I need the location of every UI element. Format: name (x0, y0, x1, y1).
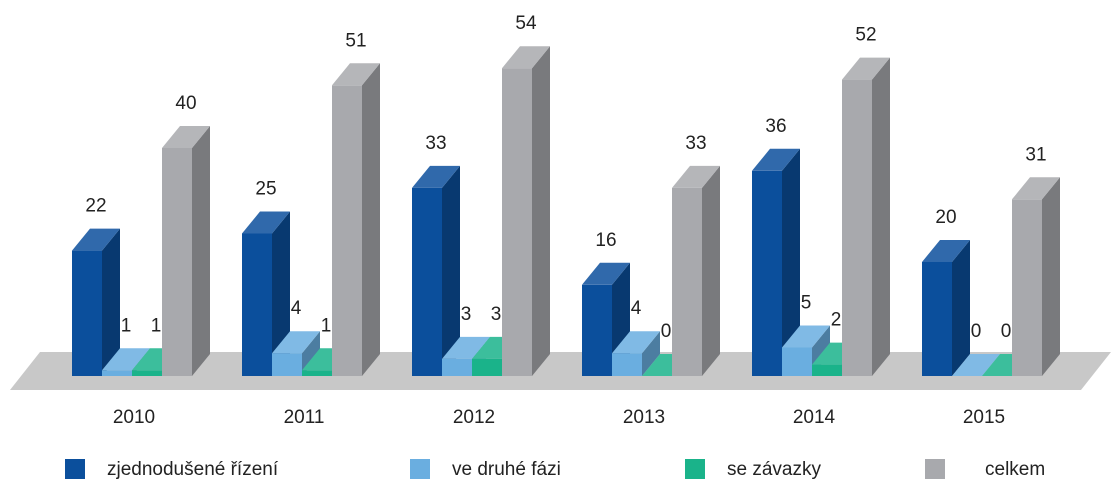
bar-top (72, 228, 120, 251)
bar (612, 353, 642, 376)
data-label: 3 (491, 304, 502, 325)
bar (582, 284, 612, 376)
bar-top (242, 211, 290, 234)
bar (472, 358, 502, 376)
bar (242, 233, 272, 376)
data-label: 3 (461, 304, 472, 325)
data-label: 4 (291, 298, 302, 319)
data-label: 4 (631, 298, 642, 319)
legend-marker (410, 459, 430, 479)
bar-side (272, 211, 290, 376)
x-tick-label: 2012 (453, 407, 495, 428)
bar (72, 250, 102, 376)
bar-top (102, 348, 150, 371)
bar-top (442, 336, 490, 359)
bar-side (702, 165, 720, 376)
data-label: 20 (935, 207, 956, 228)
bar-side (952, 240, 970, 376)
bar (102, 370, 132, 376)
data-label: 33 (425, 133, 446, 154)
legend-marker (685, 459, 705, 479)
data-label: 2 (831, 310, 842, 331)
bar (442, 358, 472, 376)
bar-top (412, 165, 460, 188)
data-label: 16 (595, 230, 616, 251)
bar (1012, 199, 1042, 376)
bar (922, 262, 952, 376)
bar-top (582, 262, 630, 285)
data-label: 40 (175, 93, 196, 114)
data-label: 5 (801, 293, 812, 314)
bar-top (272, 331, 320, 354)
data-label: 1 (121, 315, 132, 336)
x-tick-label: 2010 (113, 407, 155, 428)
bar (272, 353, 302, 376)
bar-side (782, 148, 800, 376)
bar-top (782, 325, 830, 348)
bar (332, 85, 362, 377)
bar (782, 347, 812, 376)
bar-top (952, 354, 1000, 376)
x-tick-label: 2011 (284, 407, 325, 428)
data-label: 51 (345, 30, 366, 51)
data-label: 1 (151, 315, 162, 336)
x-tick-label: 2015 (963, 407, 1005, 428)
legend-label: ve druhé fázi (452, 459, 561, 480)
bar-top (502, 46, 550, 69)
bar (412, 187, 442, 376)
data-label: 36 (765, 116, 786, 137)
data-label: 52 (855, 25, 876, 46)
bar (162, 148, 192, 376)
data-label: 0 (1001, 321, 1012, 342)
bar-side (872, 57, 890, 376)
bar-top (922, 240, 970, 262)
data-label: 22 (85, 196, 106, 217)
data-label: 25 (255, 179, 276, 200)
legend-label: celkem (985, 459, 1045, 480)
bar-top (612, 331, 660, 354)
bar-side (192, 126, 210, 376)
bar (302, 370, 332, 376)
bar-side (442, 165, 460, 376)
bar-top (162, 126, 210, 148)
bar (502, 68, 532, 376)
bar-side (102, 228, 120, 376)
data-label: 54 (515, 13, 537, 34)
bar (672, 187, 702, 376)
bar (812, 364, 842, 376)
bar-top (752, 148, 800, 171)
bar (842, 79, 872, 376)
data-label: 0 (971, 321, 982, 342)
bar-top (1012, 177, 1060, 200)
legend-marker (65, 459, 85, 479)
bar-top (672, 165, 720, 188)
legend-label: se závazky (727, 459, 821, 480)
x-tick-label: 2014 (793, 407, 836, 428)
bar-top (332, 63, 380, 86)
bar-side (532, 46, 550, 376)
data-label: 33 (685, 133, 706, 154)
bar-side (1042, 177, 1060, 376)
bar-top (842, 57, 890, 80)
bar-side (642, 331, 660, 376)
bar (132, 370, 162, 376)
bar (752, 170, 782, 376)
data-label: 31 (1025, 144, 1046, 165)
data-label: 1 (321, 315, 332, 336)
legend-marker (925, 459, 945, 479)
bar-side (362, 63, 380, 377)
x-tick-label: 2013 (623, 407, 665, 428)
legend-label: zjednodušené řízení (107, 459, 279, 480)
data-label: 0 (661, 321, 672, 342)
